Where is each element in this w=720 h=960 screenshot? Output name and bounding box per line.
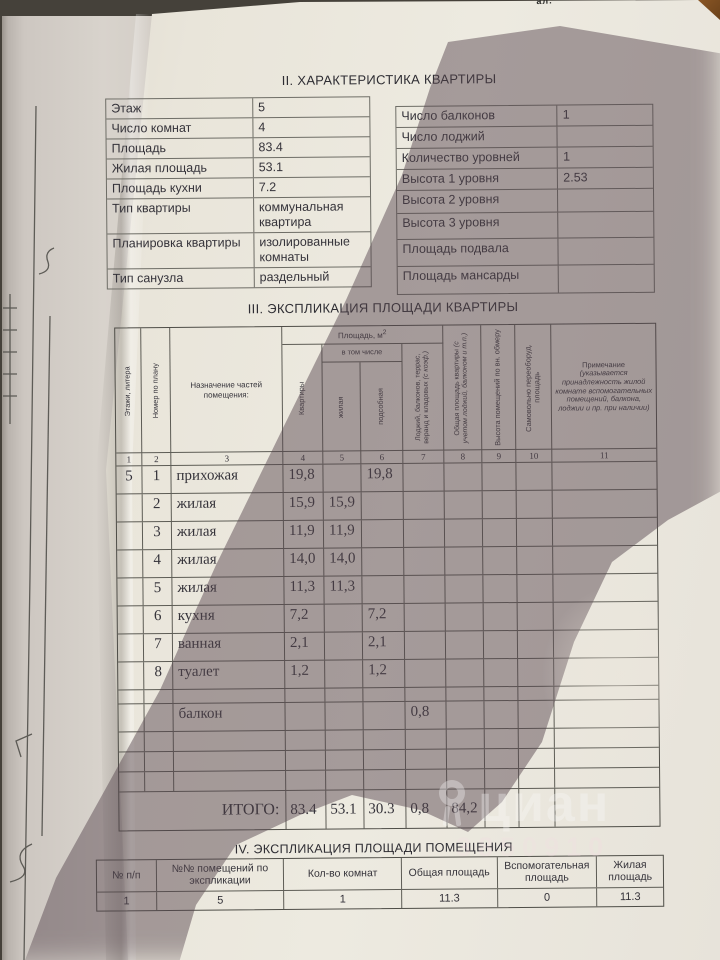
table-row: Число лоджий <box>396 125 653 150</box>
row-value: изолированные комнаты <box>259 234 351 265</box>
header-col11: Примечание (указывается принадлежность жи… <box>555 359 653 413</box>
row-label: Площадь мансарды <box>397 265 560 295</box>
row-value: 83.4 <box>258 140 283 155</box>
header-col10: Самовольно переоборуд. площадь <box>515 324 553 450</box>
row-value: 53.1 <box>258 160 284 175</box>
table-row: Высота 1 уровня 2.53 <box>396 167 653 192</box>
total-flat-area: 83.4 <box>286 790 327 830</box>
total-aux-area: 30.3 <box>364 789 407 829</box>
totals-row: ИТОГО: 83.4 53.1 30.3 0,8 84,2 <box>119 788 659 831</box>
table-row: 1 5 1 11.3 0 11.3 <box>97 888 663 911</box>
header-col4: Квартиры <box>282 344 324 453</box>
cut-off-text-fragment: ал. <box>536 0 553 7</box>
row-label: Этаж <box>106 98 254 119</box>
row-label: Число балконов <box>396 105 558 128</box>
table-row: Число балконов 1 <box>396 104 653 129</box>
row-label: Высота 3 уровня <box>397 212 559 240</box>
header-col5: жилая <box>322 362 362 452</box>
row-label: Площадь <box>106 138 254 159</box>
table-row: Высота 2 уровня <box>397 188 654 215</box>
row-label: Количество уровней <box>396 147 559 170</box>
header-col9: Высота помещений по вн. обмеру <box>481 324 517 451</box>
table-row: Жилая площадь 53.1 <box>106 157 370 180</box>
table-row: Площадь мансарды <box>397 265 654 295</box>
row-value <box>559 212 654 238</box>
balcony-levels-table: Число балконов 1 Число лоджий Количество … <box>395 103 655 296</box>
header-col8: Общая площадь квартиры (с учетом лоджий,… <box>443 325 483 451</box>
row-value: 1 <box>563 149 571 164</box>
row-label: Жилая площадь <box>106 158 254 179</box>
table-row: Тип санузла раздельный <box>107 267 371 289</box>
table-row: Планировка квартиры изолированные комнаты <box>107 232 371 270</box>
row-value: 5 <box>258 100 266 115</box>
row-value: 4 <box>258 120 266 135</box>
row-label: Тип квартиры <box>107 198 255 234</box>
section2-title: II. ХАРАКТЕРИСТИКА КВАРТИРЫ <box>281 71 497 89</box>
table-row: Высота 3 уровня <box>397 211 654 241</box>
row-value: раздельный <box>259 269 330 285</box>
row-value <box>558 189 653 212</box>
apartment-characteristics-table: Этаж 5 Число комнат 4 Площадь 83.4 Жилая пл… <box>105 96 372 290</box>
header-col7: Лоджий, балконов, террас, веранд и кладо… <box>402 343 445 451</box>
header-col3: Назначение частей помещения: <box>170 327 284 453</box>
row-value: 1 <box>562 107 570 122</box>
table-header-row: № п/п №№ помещений по экспликации Кол-во… <box>96 855 664 893</box>
header-including-band: в том числе <box>322 343 403 363</box>
row-label: Площадь кухни <box>106 178 254 199</box>
row-label: Высота 2 уровня <box>397 189 559 214</box>
total-living-area: 53.1 <box>326 790 365 829</box>
header-col1: Этажи, литера <box>115 328 143 454</box>
row-label: Тип санузла <box>107 268 255 289</box>
row-value: 2.53 <box>563 170 588 185</box>
table-row: Этаж 5 <box>106 97 370 120</box>
section3-title: III. ЭКСПЛИКАЦИЯ ПЛОЩАДИ КВАРТИРЫ <box>247 298 519 317</box>
premise-explication-table: № п/п №№ помещений по экспликации Кол-во… <box>95 854 665 912</box>
table-row: Площадь кухни 7.2 <box>106 177 371 200</box>
header-col6: подсобная <box>360 361 404 452</box>
explication-table: Этажи, литера Номер по плану Назначение … <box>114 322 661 832</box>
table-row: Количество уровней 1 <box>396 146 653 171</box>
table-row: Тип квартиры коммунальная квартира <box>107 197 371 235</box>
section4-title: IV. ЭКСПЛИКАЦИЯ ПЛОЩАДИ ПОМЕЩЕНИЯ <box>234 840 513 857</box>
row-value: 7.2 <box>258 180 277 195</box>
header-col2: Номер по плану <box>141 328 172 454</box>
table-row: Площадь 83.4 <box>106 137 370 160</box>
row-label: Число комнат <box>106 118 254 139</box>
row-value <box>559 238 654 265</box>
row-label: Площадь подвала <box>397 238 560 267</box>
row-value <box>559 265 654 293</box>
total-balcony-area: 0,8 <box>406 789 448 828</box>
totals-label: ИТОГО: <box>119 791 287 831</box>
row-value <box>558 126 653 147</box>
explication-header: Этажи, литера Номер по плану Назначение … <box>115 323 657 454</box>
table-row: Число комнат 4 <box>106 117 370 140</box>
total-overall-area: 84,2 <box>447 789 486 828</box>
floorplan-fragment-drawing <box>3 105 55 960</box>
row-value: коммунальная квартира <box>258 199 344 230</box>
row-label: Планировка квартиры <box>107 233 255 269</box>
row-label: Число лоджий <box>396 126 558 149</box>
row-label: Высота 1 уровня <box>396 168 559 191</box>
header-area-band: Площадь, м2 <box>282 325 444 346</box>
table-row: Площадь подвала <box>397 237 654 268</box>
